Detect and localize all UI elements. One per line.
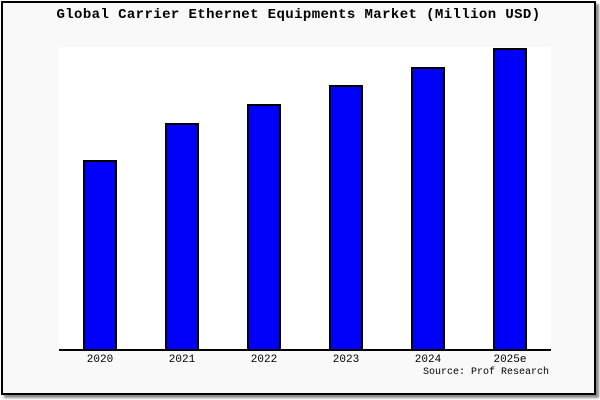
bar-slot-2023 [305,47,387,349]
plot-area [59,47,551,351]
x-tick-label-2021: 2021 [168,354,196,366]
chart-title: Global Carrier Ethernet Equipments Marke… [56,7,541,23]
bar-slot-2022 [223,47,305,349]
x-tick-label-2024: 2024 [414,354,442,366]
bars-container [59,47,551,349]
bar-slot-2020 [59,47,141,349]
x-axis-tick-labels: 2020 2021 2022 2023 2024 2025e [59,354,551,366]
bar-2024 [411,67,445,349]
source-caption: Source: Prof Research [422,367,549,378]
bar-2021 [165,123,199,349]
x-tick-label-2020: 2020 [86,354,114,366]
bar-2025e [493,48,527,349]
chart-card: Global Carrier Ethernet Equipments Marke… [1,1,596,395]
bar-2023 [329,85,363,349]
x-tick-label-2025e: 2025e [493,354,527,366]
bar-slot-2021 [141,47,223,349]
bar-slot-2025e [469,47,551,349]
x-tick-label-2023: 2023 [332,354,360,366]
bar-slot-2024 [387,47,469,349]
x-tick-label-2022: 2022 [250,354,278,366]
bar-2020 [83,160,117,349]
bar-2022 [247,103,281,349]
